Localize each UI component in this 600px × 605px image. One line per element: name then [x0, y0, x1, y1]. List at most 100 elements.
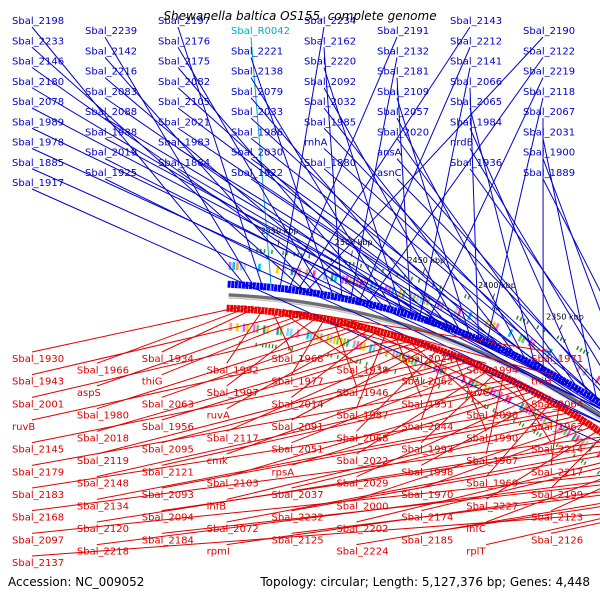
forward-gene-label: Sbal_2175	[158, 57, 210, 68]
reverse-gene-label: Sbal_2183	[12, 490, 64, 501]
forward-gene-label: Sbal_2065	[450, 97, 502, 108]
reverse-gene-label: Sbal_1946	[336, 388, 388, 399]
reverse-gene-label: Sbal_1967	[466, 456, 518, 467]
forward-gene-arrow	[281, 285, 285, 292]
reverse-connector	[227, 447, 600, 522]
forward-gene-label: Sbal_2143	[450, 16, 502, 27]
forward-gene-arrow	[228, 281, 231, 288]
reverse-gene-label: Sbal_1998	[401, 467, 453, 478]
reverse-gene-label: Sbal_2218	[77, 547, 129, 558]
reverse-gene-arrow	[264, 307, 268, 314]
forward-connector	[32, 27, 248, 289]
reverse-cog-box	[306, 331, 310, 339]
forward-gene-arrow	[235, 281, 238, 288]
reverse-gene-label: Sbal_1969	[466, 479, 518, 490]
forward-gc-mark	[556, 335, 559, 339]
forward-gene-label: Sbal_1925	[85, 168, 137, 179]
reverse-gene-label: Sbal_1987	[336, 411, 388, 422]
summary-text: Topology: circular; Length: 5,127,376 bp…	[259, 575, 590, 589]
reverse-gene-label: Sbal_2064	[531, 399, 583, 410]
reverse-gene-label: Sbal_1938	[336, 365, 388, 376]
forward-gc-mark	[308, 254, 310, 258]
reverse-gene-label: aspS	[77, 388, 101, 399]
reverse-gene-label: Sbal_2179	[12, 467, 64, 478]
reverse-gene-label: Sbal_2123	[531, 513, 583, 524]
reverse-gene-label: Sbal_2062	[401, 377, 453, 388]
forward-gene-label: Sbal_R0042	[231, 26, 290, 37]
forward-gene-label: ansA	[377, 148, 402, 159]
forward-gene-arrow	[231, 281, 234, 288]
forward-gene-label: Sbal_2221	[231, 46, 283, 57]
scale-tick-mark	[559, 325, 562, 330]
reverse-gene-label: Sbal_2072	[207, 524, 259, 535]
forward-gene-label: Sbal_2180	[12, 77, 64, 88]
reverse-gene-label: Sbal_2000	[336, 501, 388, 512]
forward-gene-label: Sbal_2190	[523, 26, 575, 37]
reverse-gene-label: infC	[466, 524, 486, 535]
reverse-gene-label: Sbal_2095	[142, 445, 194, 456]
scale-tick-label: 2450 kbp	[407, 256, 445, 265]
reverse-gc-mark	[522, 423, 525, 427]
reverse-gene-label: Sbal_2185	[401, 535, 453, 546]
reverse-gene-label: Sbal_2224	[336, 547, 388, 558]
reverse-gc-mark	[337, 355, 339, 359]
reverse-gene-label: Sbal_2024	[401, 354, 453, 365]
forward-gene-label: Sbal_1986	[231, 127, 283, 138]
forward-gene-arrow	[320, 291, 324, 298]
reverse-gene-label: Sbal_1992	[207, 365, 259, 376]
forward-gene-label: Sbal_2181	[377, 67, 429, 78]
reverse-gene-label: Sbal_2145	[12, 445, 64, 456]
forward-gc-mark	[464, 294, 467, 298]
forward-gene-label: Sbal_2092	[304, 77, 356, 88]
reverse-gene-label: Sbal_2120	[77, 524, 129, 535]
reverse-gene-label: rplT	[466, 547, 486, 558]
forward-gc-mark	[418, 279, 421, 283]
forward-connector	[543, 179, 600, 484]
reverse-gene-label: Sbal_1943	[12, 377, 64, 388]
reverse-gene-label: Sbal_1956	[142, 422, 194, 433]
reverse-gene-label: Sbal_2094	[142, 513, 194, 524]
forward-gene-label: Sbal_2030	[231, 148, 283, 159]
forward-gene-label: asnC	[377, 168, 402, 179]
reverse-gc-mark	[583, 461, 586, 465]
reverse-gene-label: rpsA	[272, 467, 295, 478]
forward-gene-label: Sbal_1985	[304, 117, 356, 128]
forward-gene-label: Sbal_1922	[231, 168, 283, 179]
scale-tick-label: 2400 kbp	[478, 281, 516, 290]
forward-gene-label: Sbal_2079	[231, 87, 283, 98]
forward-gene-label: Sbal_2141	[450, 57, 502, 68]
forward-gene-label: Sbal_2031	[523, 127, 575, 138]
forward-gene-label: Sbal_2118	[523, 87, 575, 98]
forward-gene-label: Sbal_2082	[158, 77, 210, 88]
forward-gene-label: Sbal_2239	[85, 26, 137, 37]
reverse-gc-mark	[272, 344, 274, 348]
reverse-cog-box	[229, 323, 232, 331]
forward-gene-label: nrdB	[450, 138, 474, 149]
reverse-gene-label: Sbal_1962	[531, 422, 583, 433]
forward-gene-label: Sbal_2146	[12, 57, 64, 68]
forward-gc-mark	[282, 251, 284, 255]
reverse-gene-label: Sbal_2103	[207, 479, 259, 490]
reverse-gene-label: Sbal_2014	[272, 399, 324, 410]
reverse-gene-label: ruvA	[207, 411, 230, 422]
reverse-gene-label: Sbal_2037	[272, 490, 324, 501]
forward-gene-label: Sbal_2019	[85, 148, 137, 159]
reverse-cog-box	[286, 328, 289, 336]
reverse-gene-label: Sbal_2001	[12, 399, 64, 410]
reverse-gc-mark	[265, 344, 267, 348]
forward-gene-label: Sbal_2220	[304, 57, 356, 68]
reverse-gene-label: thiG	[142, 377, 163, 388]
reverse-gene-label: Sbal_1993	[401, 445, 453, 456]
reverse-gene-label: Sbal_2117	[207, 433, 259, 444]
forward-gene-label: Sbal_1880	[304, 158, 356, 169]
forward-gene-label: Sbal_1900	[523, 148, 575, 159]
forward-gc-mark	[536, 325, 539, 329]
reverse-gene-label: ihfB	[207, 501, 227, 512]
reverse-gene-label: Sbal_1977	[272, 377, 324, 388]
reverse-gene-label: Sbal_2018	[77, 433, 129, 444]
forward-gene-label: Sbal_2020	[377, 127, 429, 138]
reverse-gene-label: Sbal_2134	[77, 501, 129, 512]
forward-gene-label: Sbal_2212	[450, 36, 502, 47]
